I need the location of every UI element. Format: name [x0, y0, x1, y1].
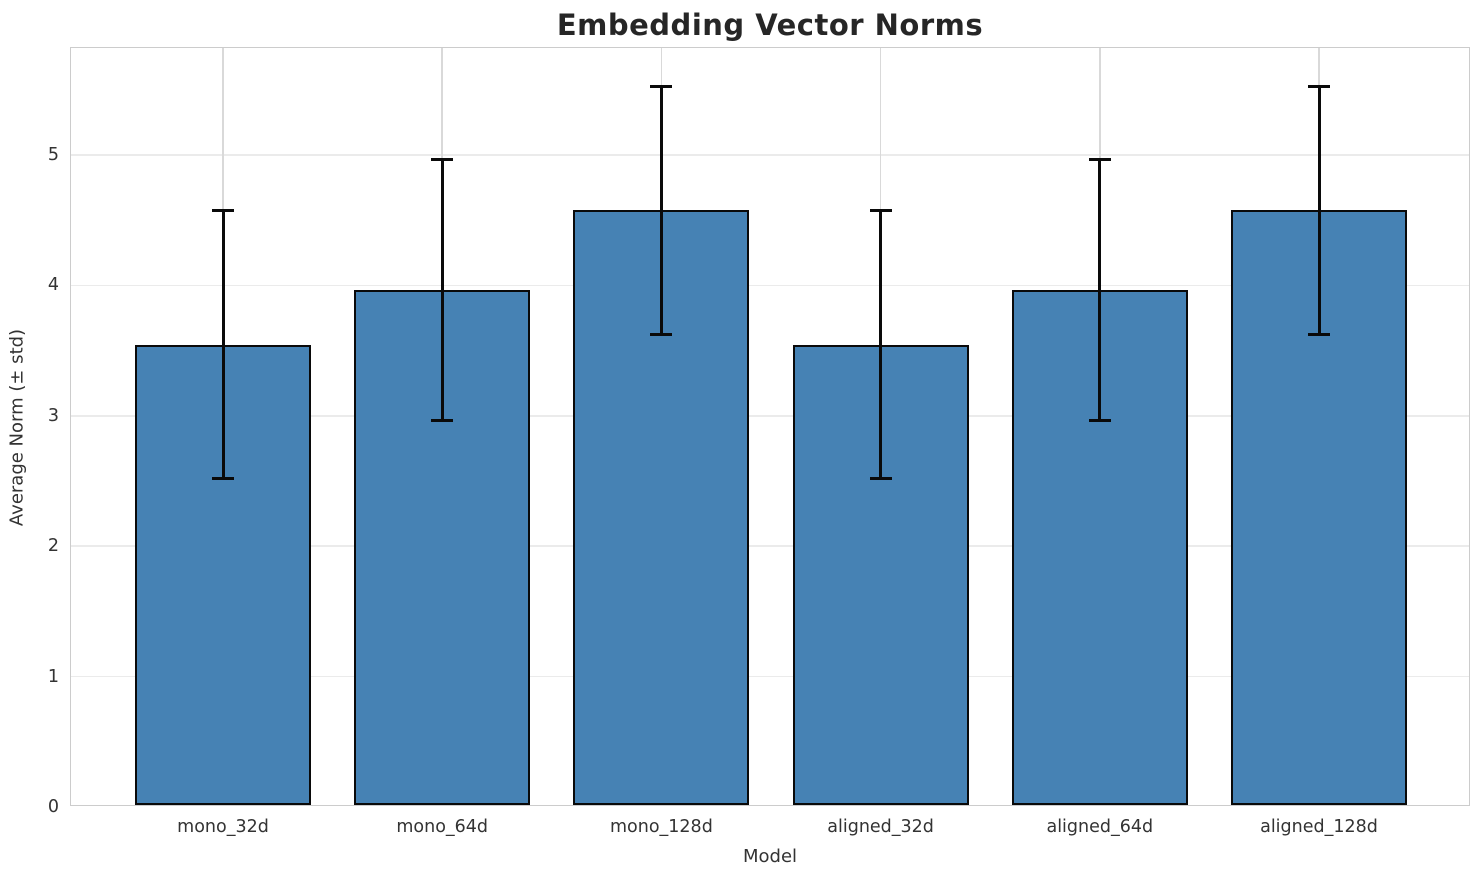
x-axis-label: Model: [742, 846, 798, 867]
error-cap-bottom-aligned_32d: [869, 477, 892, 481]
error-cap-bottom-aligned_128d: [1308, 332, 1330, 336]
error-bar-aligned_128d: [1317, 86, 1321, 335]
h-gridline-3: [71, 414, 1469, 417]
bar-mono_64d: [354, 289, 531, 805]
error-cap-bottom-mono_64d: [431, 418, 454, 422]
x-tick-label-mono_32d: mono_32d: [177, 817, 269, 837]
y-tick-label-3: 3: [47, 405, 59, 426]
y-tick-label-4: 4: [47, 275, 59, 296]
h-gridline-4: [71, 284, 1469, 287]
x-tick-label-aligned_128d: aligned_128d: [1260, 817, 1378, 837]
error-bar-mono_32d: [221, 210, 225, 479]
x-tick-label-aligned_64d: aligned_64d: [1046, 817, 1154, 837]
error-cap-top-mono_64d: [431, 157, 454, 161]
h-gridline-5: [71, 154, 1469, 156]
error-cap-top-mono_128d: [650, 84, 673, 88]
h-gridline-1: [71, 675, 1469, 678]
error-cap-bottom-mono_32d: [212, 477, 234, 481]
error-cap-top-aligned_32d: [869, 208, 892, 212]
plot-area: 0 1 2 3 4 5 mono_32d mono_64d mono_128d aligned_3…: [48, 47, 1470, 837]
error-cap-top-aligned_64d: [1088, 157, 1111, 161]
error-bar-aligned_32d: [879, 210, 883, 479]
x-tick-label-mono_128d: mono_128d: [609, 817, 713, 837]
y-tick-label-0: 0: [47, 797, 59, 817]
error-bar-mono_64d: [440, 159, 444, 421]
error-cap-bottom-aligned_64d: [1088, 418, 1111, 422]
error-cap-top-mono_32d: [212, 208, 234, 212]
error-bar-aligned_64d: [1098, 159, 1102, 421]
x-tick-label-mono_64d: mono_64d: [396, 817, 489, 837]
error-bar-mono_128d: [659, 86, 663, 335]
y-tick-label-5: 5: [47, 144, 59, 165]
h-gridline-2: [71, 545, 1469, 547]
error-cap-top-aligned_128d: [1308, 84, 1330, 88]
chart-title: Embedding Vector Norms: [556, 8, 984, 42]
bar-mono_32d: [135, 344, 311, 805]
error-cap-bottom-mono_128d: [650, 332, 673, 336]
y-tick-label-1: 1: [47, 666, 59, 687]
y-tick-label-2: 2: [47, 536, 59, 557]
x-tick-label-aligned_32d: aligned_32d: [827, 817, 934, 837]
